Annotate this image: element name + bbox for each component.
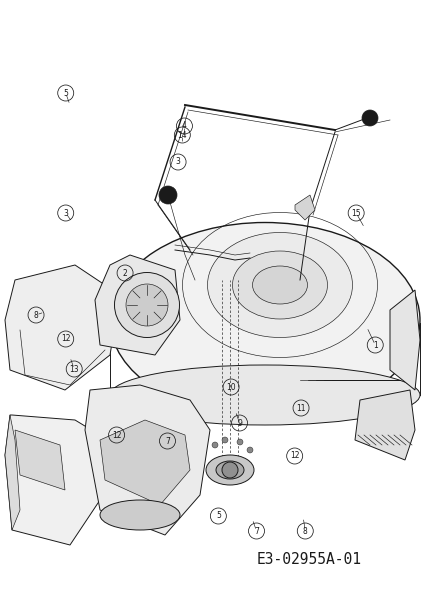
- Text: 13: 13: [70, 364, 79, 373]
- Text: 8: 8: [303, 527, 308, 535]
- Polygon shape: [5, 415, 108, 545]
- Polygon shape: [5, 415, 20, 530]
- Ellipse shape: [232, 251, 327, 319]
- Circle shape: [212, 442, 218, 448]
- Circle shape: [247, 447, 253, 453]
- Text: 12: 12: [61, 334, 70, 343]
- Ellipse shape: [206, 455, 254, 485]
- Ellipse shape: [110, 365, 420, 425]
- Circle shape: [362, 110, 378, 126]
- Polygon shape: [95, 255, 180, 355]
- Polygon shape: [5, 265, 120, 390]
- Polygon shape: [295, 195, 315, 220]
- Text: 7: 7: [165, 437, 170, 445]
- Ellipse shape: [100, 500, 180, 530]
- Ellipse shape: [126, 284, 168, 326]
- Ellipse shape: [253, 266, 307, 304]
- Text: 3: 3: [63, 208, 68, 217]
- Ellipse shape: [216, 461, 244, 479]
- Text: 8: 8: [33, 311, 39, 319]
- Polygon shape: [15, 430, 65, 490]
- Text: 10: 10: [226, 383, 236, 391]
- Text: 11: 11: [296, 404, 306, 413]
- Text: 1: 1: [373, 340, 378, 349]
- Text: 12: 12: [290, 451, 299, 461]
- Ellipse shape: [110, 223, 420, 418]
- Ellipse shape: [114, 272, 179, 337]
- Text: 14: 14: [178, 130, 187, 139]
- Text: E3-02955A-01: E3-02955A-01: [257, 552, 362, 566]
- Polygon shape: [100, 420, 190, 505]
- Circle shape: [222, 437, 228, 443]
- Polygon shape: [390, 290, 420, 390]
- Text: 15: 15: [351, 208, 361, 217]
- Text: 3: 3: [176, 157, 181, 166]
- Text: 5: 5: [216, 511, 221, 520]
- Polygon shape: [355, 390, 415, 460]
- Circle shape: [237, 439, 243, 445]
- Text: 7: 7: [254, 527, 259, 535]
- Text: 5: 5: [63, 88, 68, 97]
- Text: 4: 4: [182, 121, 187, 130]
- Circle shape: [159, 186, 177, 204]
- Text: 12: 12: [112, 431, 121, 439]
- Circle shape: [222, 462, 238, 478]
- Text: 2: 2: [123, 269, 128, 277]
- Ellipse shape: [207, 232, 352, 337]
- Polygon shape: [85, 385, 210, 535]
- Text: 9: 9: [237, 419, 242, 427]
